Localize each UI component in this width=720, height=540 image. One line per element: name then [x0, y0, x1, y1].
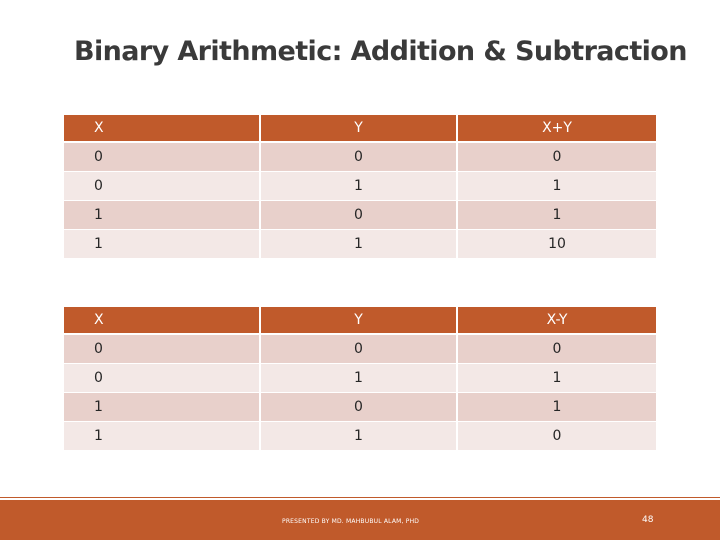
table-row: 1 0 1 [64, 393, 656, 422]
header-sum: X+Y [458, 115, 656, 143]
cell-difference: 1 [458, 364, 656, 393]
table-header-row: X Y X+Y [64, 115, 656, 143]
subtraction-truth-table: X Y X-Y 0 0 0 0 1 1 1 0 1 1 1 0 [64, 307, 656, 451]
cell-y: 0 [261, 201, 458, 230]
cell-x: 0 [64, 364, 261, 393]
cell-y: 0 [261, 335, 458, 364]
table-row: 0 0 0 [64, 335, 656, 364]
cell-difference: 1 [458, 393, 656, 422]
table-row: 1 0 1 [64, 201, 656, 230]
addition-truth-table: X Y X+Y 0 0 0 0 1 1 1 0 1 1 1 10 [64, 115, 656, 259]
header-x: X [64, 115, 261, 143]
cell-y: 1 [261, 230, 458, 259]
footer-presenter-text: PRESENTED BY MD. MAHBUBUL ALAM, PHD [282, 518, 420, 525]
table-row: 1 1 0 [64, 422, 656, 451]
footer-bar [0, 500, 720, 540]
table-header-row: X Y X-Y [64, 307, 656, 335]
cell-x: 0 [64, 335, 261, 364]
cell-y: 0 [261, 393, 458, 422]
header-y: Y [261, 307, 458, 335]
cell-x: 0 [64, 143, 261, 172]
cell-sum: 0 [458, 143, 656, 172]
cell-difference: 0 [458, 335, 656, 364]
cell-x: 1 [64, 393, 261, 422]
cell-difference: 0 [458, 422, 656, 451]
page-number: 48 [642, 515, 654, 525]
cell-sum: 1 [458, 201, 656, 230]
cell-sum: 10 [458, 230, 656, 259]
cell-y: 1 [261, 422, 458, 451]
header-difference: X-Y [458, 307, 656, 335]
cell-y: 1 [261, 364, 458, 393]
cell-sum: 1 [458, 172, 656, 201]
header-x: X [64, 307, 261, 335]
footer-divider [0, 497, 720, 498]
slide-title: Binary Arithmetic: Addition & Subtractio… [74, 36, 687, 67]
cell-y: 0 [261, 143, 458, 172]
table-row: 0 0 0 [64, 143, 656, 172]
header-y: Y [261, 115, 458, 143]
table-row: 0 1 1 [64, 172, 656, 201]
cell-x: 0 [64, 172, 261, 201]
table-row: 1 1 10 [64, 230, 656, 259]
cell-x: 1 [64, 230, 261, 259]
cell-x: 1 [64, 201, 261, 230]
cell-y: 1 [261, 172, 458, 201]
cell-x: 1 [64, 422, 261, 451]
table-row: 0 1 1 [64, 364, 656, 393]
